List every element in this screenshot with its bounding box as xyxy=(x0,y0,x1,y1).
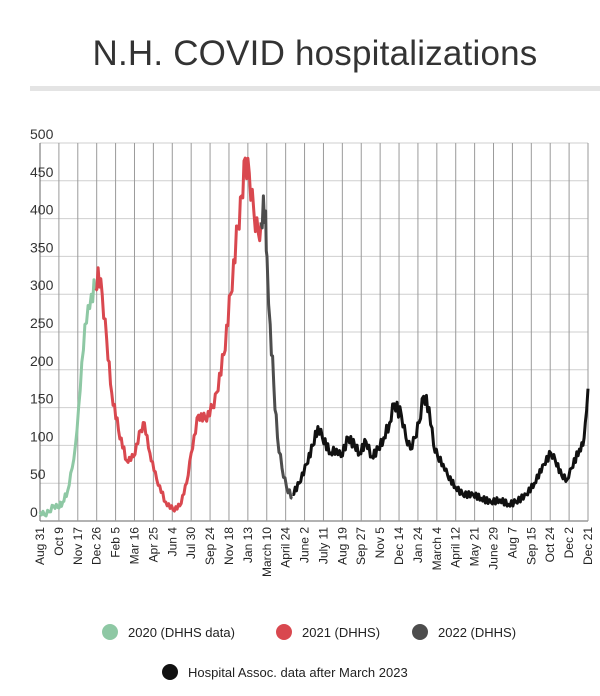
series-line-2 xyxy=(259,194,293,500)
series-lines xyxy=(38,156,590,518)
x-tick-label: Dec 21 xyxy=(581,527,595,565)
x-tick-label: Nov 5 xyxy=(373,527,387,559)
x-tick-label: Jan 13 xyxy=(241,527,255,563)
x-tick-label: Sep 27 xyxy=(354,527,368,565)
x-tick-label: Dec 2 xyxy=(562,527,576,559)
x-tick-label: Jun 4 xyxy=(165,527,179,557)
y-tick-label: 500 xyxy=(30,126,54,142)
y-tick-label: 250 xyxy=(30,315,54,331)
x-tick-label: April 24 xyxy=(279,527,293,568)
y-tick-label: 300 xyxy=(30,277,54,293)
x-tick-label: April 12 xyxy=(449,527,463,568)
chart-title: N.H. COVID hospitalizations xyxy=(92,34,538,73)
x-tick-label: Dec 14 xyxy=(392,527,406,565)
x-tick-label: Mar 16 xyxy=(127,527,141,565)
y-axis-ticks: 0 50 100 150 200 250 300 350 400 450 500 xyxy=(30,126,54,520)
legend-label: 2020 (DHHS data) xyxy=(128,625,235,640)
x-tick-label: Sep 15 xyxy=(524,527,538,565)
series-line-0 xyxy=(38,278,97,518)
x-tick-label: March 4 xyxy=(430,527,444,571)
y-tick-label: 200 xyxy=(30,353,54,369)
x-tick-label: Oct 24 xyxy=(543,527,557,563)
legend: 2020 (DHHS data) 2021 (DHHS) 2022 (DHHS) Ho… xyxy=(102,624,516,680)
x-tick-label: Nov 17 xyxy=(71,527,85,565)
legend-swatch xyxy=(162,664,178,680)
y-tick-label: 150 xyxy=(30,391,54,407)
x-axis-ticks: Aug 31 Oct 9 Nov 17 Dec 26 Feb 5 Mar 16 Apr 25… xyxy=(33,527,595,577)
x-tick-label: Apr 25 xyxy=(146,527,160,563)
x-tick-label: July 11 xyxy=(316,527,330,564)
title-divider xyxy=(30,86,600,91)
y-tick-label: 450 xyxy=(30,164,54,180)
x-tick-label: Jan 24 xyxy=(411,527,425,563)
y-tick-label: 0 xyxy=(30,504,38,520)
x-tick-label: March 10 xyxy=(260,527,274,577)
legend-label: 2021 (DHHS) xyxy=(302,625,380,640)
x-tick-label: May 21 xyxy=(468,527,482,567)
grid-lines xyxy=(39,142,589,522)
x-tick-label: Aug 31 xyxy=(33,527,47,565)
x-tick-label: Oct 9 xyxy=(52,527,66,556)
series-line-3 xyxy=(292,388,590,508)
y-tick-label: 100 xyxy=(30,428,54,444)
x-tick-label: Aug 19 xyxy=(335,527,349,565)
legend-swatch xyxy=(276,624,292,640)
x-tick-label: Aug 7 xyxy=(505,527,519,559)
legend-label: Hospital Assoc. data after March 2023 xyxy=(188,665,408,680)
x-tick-label: Jul 30 xyxy=(184,527,198,559)
x-tick-label: June 29 xyxy=(487,527,501,570)
y-tick-label: 400 xyxy=(30,202,54,218)
x-tick-label: Feb 5 xyxy=(109,527,123,558)
legend-label: 2022 (DHHS) xyxy=(438,625,516,640)
y-tick-label: 350 xyxy=(30,239,54,255)
legend-swatch xyxy=(102,624,118,640)
x-tick-label: Nov 18 xyxy=(222,527,236,565)
x-tick-label: Sep 24 xyxy=(203,527,217,565)
x-tick-label: Dec 26 xyxy=(90,527,104,565)
x-tick-label: June 2 xyxy=(298,527,312,563)
y-tick-label: 50 xyxy=(30,466,46,482)
legend-swatch xyxy=(412,624,428,640)
series-line-1 xyxy=(94,156,263,513)
